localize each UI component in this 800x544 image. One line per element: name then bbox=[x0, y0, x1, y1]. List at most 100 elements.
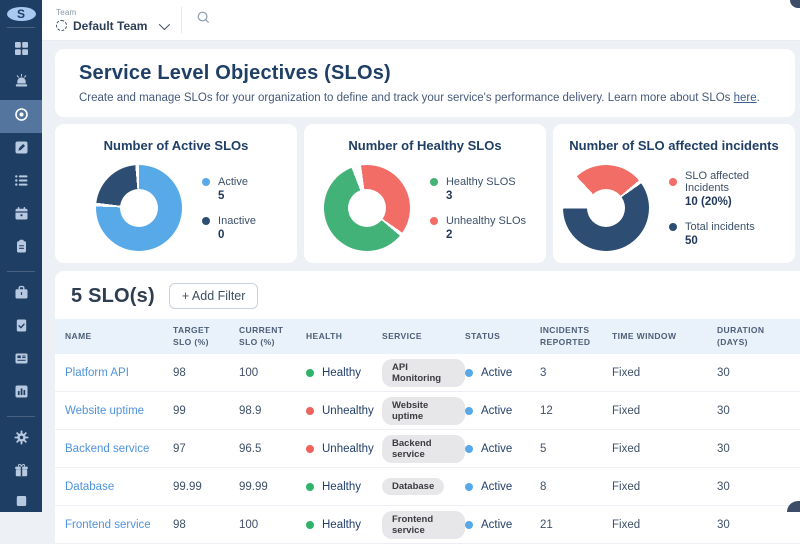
table-row: Database 99.99 99.99 Healthy Database Ac… bbox=[55, 468, 800, 506]
sidebar-item-dashboard[interactable] bbox=[0, 34, 42, 67]
legend-label: Unhealthy SLOs bbox=[446, 215, 526, 227]
duration-cell: 30 bbox=[717, 443, 800, 455]
sidebar-item-schedules[interactable] bbox=[0, 199, 42, 232]
legend: SLO affected Incidents 10 (20%) Total in… bbox=[669, 170, 785, 247]
sidebar-item-slo[interactable] bbox=[0, 100, 42, 133]
slo-name-link[interactable]: Platform API bbox=[65, 367, 173, 379]
stat-card-title: Number of Healthy SLOs bbox=[314, 138, 536, 153]
sidebar-item-whats-new[interactable] bbox=[0, 456, 42, 489]
status-dot-icon bbox=[465, 407, 473, 415]
donut-chart bbox=[563, 165, 649, 251]
sidebar-item-status-pages[interactable] bbox=[0, 311, 42, 344]
service-cell: API Monitoring bbox=[382, 359, 465, 387]
sidebar-item-settings[interactable] bbox=[0, 423, 42, 456]
current-slo-cell: 96.5 bbox=[239, 443, 306, 455]
legend-label: SLO affected Incidents bbox=[685, 170, 785, 194]
main-content: Service Level Objectives (SLOs) Create a… bbox=[42, 41, 800, 512]
sidebar-item-webforms[interactable] bbox=[0, 344, 42, 377]
legend-dot-icon bbox=[669, 223, 677, 231]
target-slo-cell: 99 bbox=[173, 405, 239, 417]
legend-label: Inactive bbox=[218, 215, 256, 227]
time-window-cell: Fixed bbox=[612, 519, 717, 531]
bar-chart-icon bbox=[14, 384, 29, 404]
legend-label: Healthy SLOS bbox=[446, 176, 516, 188]
stat-card-2: Number of SLO affected incidents SLO aff… bbox=[553, 124, 795, 263]
duration-cell: 30 bbox=[717, 481, 800, 493]
column-header: Health bbox=[306, 331, 382, 342]
sidebar-item-postmortems[interactable] bbox=[0, 133, 42, 166]
time-window-cell: Fixed bbox=[612, 405, 717, 417]
top-bar: Team Default Team bbox=[42, 0, 800, 41]
team-avatar-icon bbox=[56, 20, 67, 31]
service-chip[interactable]: Database bbox=[382, 478, 444, 495]
search-button[interactable] bbox=[196, 10, 211, 30]
briefcase-icon bbox=[14, 285, 29, 305]
newspaper-icon bbox=[14, 351, 29, 371]
stat-cards-row: Number of Active SLOs Active 5 Inactive … bbox=[55, 124, 795, 263]
service-cell: Website uptime bbox=[382, 397, 465, 425]
sidebar-item-analytics[interactable] bbox=[0, 377, 42, 410]
slo-name-link[interactable]: Backend service bbox=[65, 443, 173, 455]
add-filter-button[interactable]: + Add Filter bbox=[169, 283, 259, 309]
health-dot-icon bbox=[306, 369, 314, 377]
legend-item: Active 5 bbox=[202, 176, 256, 202]
time-window-cell: Fixed bbox=[612, 481, 717, 493]
list-icon bbox=[14, 173, 29, 193]
health-cell: Healthy bbox=[306, 481, 382, 493]
slo-count: 5 SLO(s) bbox=[71, 285, 155, 308]
legend: Healthy SLOS 3 Unhealthy SLOs 2 bbox=[430, 176, 526, 241]
incidents-cell: 5 bbox=[540, 443, 612, 455]
service-chip[interactable]: API Monitoring bbox=[382, 359, 465, 387]
sidebar-item-runbooks[interactable] bbox=[0, 166, 42, 199]
gear-icon bbox=[14, 430, 29, 450]
current-slo-cell: 100 bbox=[239, 519, 306, 531]
slo-table-card: 5 SLO(s) + Add Filter NameTarget SLO (%)… bbox=[55, 271, 800, 544]
duration-cell: 30 bbox=[717, 519, 800, 531]
legend-value: 0 bbox=[218, 229, 256, 241]
target-slo-cell: 98 bbox=[173, 519, 239, 531]
incidents-cell: 8 bbox=[540, 481, 612, 493]
column-header: Status bbox=[465, 331, 540, 342]
service-cell: Database bbox=[382, 478, 465, 495]
table-header-row: NameTarget SLO (%)Current SLO (%)HealthS… bbox=[55, 319, 800, 354]
service-chip[interactable]: Backend service bbox=[382, 435, 465, 463]
calendar-icon bbox=[14, 206, 29, 226]
status-cell: Active bbox=[465, 443, 540, 455]
page-header-card: Service Level Objectives (SLOs) Create a… bbox=[55, 49, 795, 117]
sidebar-item-escalation-policies[interactable] bbox=[0, 232, 42, 265]
slo-name-link[interactable]: Frontend service bbox=[65, 519, 173, 531]
sidebar-divider bbox=[7, 271, 35, 272]
legend: Active 5 Inactive 0 bbox=[202, 176, 256, 241]
service-chip[interactable]: Website uptime bbox=[382, 397, 465, 425]
table-body: Platform API 98 100 Healthy API Monitori… bbox=[55, 354, 800, 544]
legend-dot-icon bbox=[202, 178, 210, 186]
table-row: Platform API 98 100 Healthy API Monitori… bbox=[55, 354, 800, 392]
status-dot-icon bbox=[465, 483, 473, 491]
table-row: Website uptime 99 98.9 Unhealthy Website… bbox=[55, 392, 800, 430]
team-selector[interactable]: Team Default Team bbox=[56, 8, 167, 33]
stat-card-1: Number of Healthy SLOs Healthy SLOS 3 Un… bbox=[304, 124, 546, 263]
status-dot-icon bbox=[465, 521, 473, 529]
sidebar-divider bbox=[7, 416, 35, 417]
learn-more-link[interactable]: here bbox=[734, 92, 757, 104]
health-dot-icon bbox=[306, 407, 314, 415]
duration-cell: 30 bbox=[717, 367, 800, 379]
sidebar-item-services[interactable] bbox=[0, 278, 42, 311]
slo-name-link[interactable]: Website uptime bbox=[65, 405, 173, 417]
legend-value: 3 bbox=[446, 190, 526, 202]
service-chip[interactable]: Frontend service bbox=[382, 511, 465, 539]
legend-dot-icon bbox=[202, 217, 210, 225]
page-description-period: . bbox=[757, 92, 760, 104]
column-header: Incidents Reported bbox=[540, 325, 612, 347]
status-cell: Active bbox=[465, 405, 540, 417]
avatar[interactable]: S bbox=[7, 7, 36, 21]
page-description-text: Create and manage SLOs for your organiza… bbox=[79, 92, 734, 104]
slo-list-header: 5 SLO(s) + Add Filter bbox=[55, 271, 800, 319]
duration-cell: 30 bbox=[717, 405, 800, 417]
health-cell: Healthy bbox=[306, 367, 382, 379]
incidents-cell: 21 bbox=[540, 519, 612, 531]
stat-card-title: Number of SLO affected incidents bbox=[563, 138, 785, 153]
table-row: Backend service 97 96.5 Unhealthy Backen… bbox=[55, 430, 800, 468]
slo-name-link[interactable]: Database bbox=[65, 481, 173, 493]
sidebar-item-incidents[interactable] bbox=[0, 67, 42, 100]
